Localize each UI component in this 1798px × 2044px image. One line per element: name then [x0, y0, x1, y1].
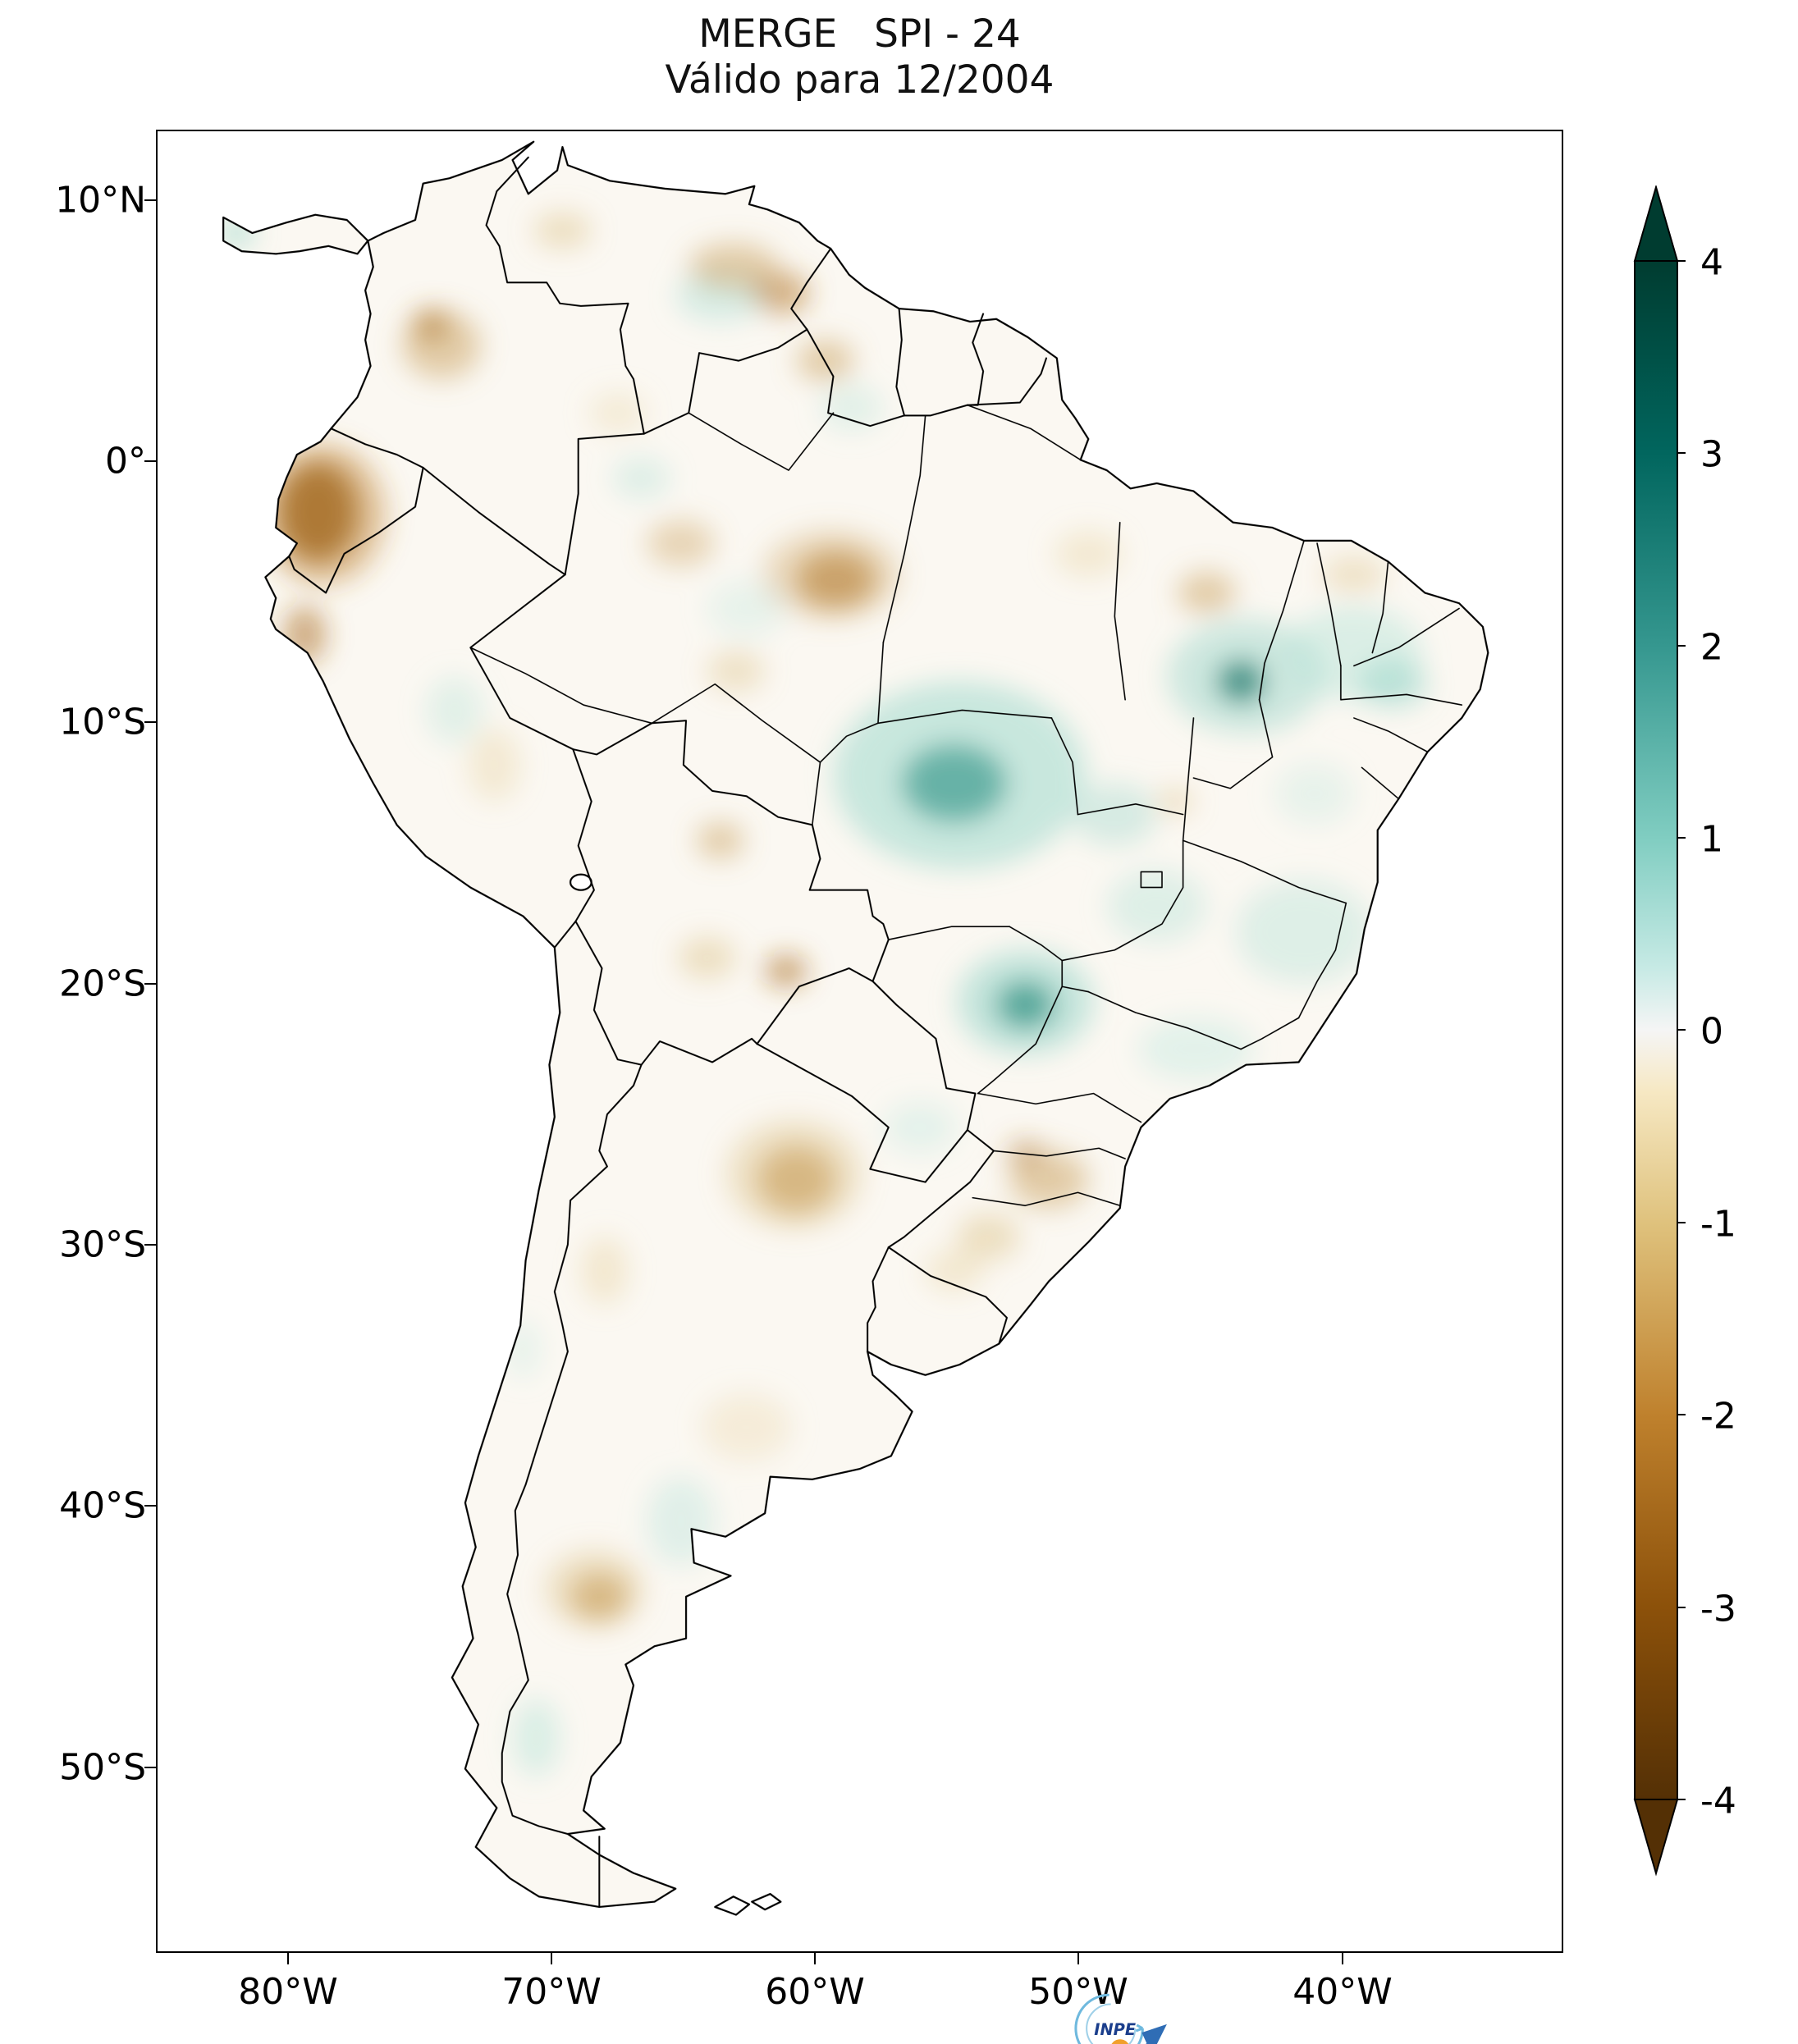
- ytick-mark: [144, 1505, 156, 1507]
- xtick-mark: [551, 1953, 552, 1964]
- ytick-mark: [144, 1244, 156, 1246]
- xtick-mark: [287, 1953, 289, 1964]
- ytick-20s: 20°S: [59, 963, 146, 1005]
- coastline: [223, 142, 1488, 1915]
- xtick-70w: 70°W: [501, 1971, 602, 2013]
- cb-label-1: 1: [1700, 818, 1723, 861]
- xtick-mark: [1077, 1953, 1079, 1964]
- ytick-10n: 10°N: [55, 179, 146, 222]
- cb-label-m4: -4: [1700, 1780, 1736, 1822]
- colorbar-svg: [1633, 184, 1686, 1877]
- xtick-40w: 40°W: [1292, 1971, 1393, 2013]
- ytick-50s: 50°S: [59, 1746, 146, 1789]
- map-svg: [158, 131, 1562, 1951]
- cb-label-m1: -1: [1700, 1203, 1736, 1246]
- xtick-50w: 50°W: [1028, 1971, 1128, 2013]
- ytick-mark: [144, 1767, 156, 1768]
- state-borders: [470, 405, 1462, 1206]
- title-block: MERGE SPI - 24 Válido para 12/2004: [156, 11, 1563, 103]
- ytick-mark: [144, 983, 156, 985]
- xtick-80w: 80°W: [238, 1971, 338, 2013]
- cb-label-3: 3: [1700, 433, 1723, 476]
- inpe-logo-graphic: INPE: [1074, 1993, 1167, 2044]
- ytick-30s: 30°S: [59, 1223, 146, 1266]
- xtick-mark: [814, 1953, 816, 1964]
- cb-label-0: 0: [1700, 1010, 1723, 1053]
- colorbar: [1633, 184, 1690, 1877]
- map-title: MERGE SPI - 24: [698, 11, 1021, 57]
- cb-label-4: 4: [1700, 241, 1723, 284]
- inpe-logo: INPE: [1070, 1982, 1182, 2044]
- cb-label-2: 2: [1700, 626, 1723, 669]
- colorbar-ticks: [1677, 260, 1686, 1800]
- inpe-logo-text: INPE: [1094, 2020, 1136, 2039]
- ytick-mark: [144, 460, 156, 462]
- xtick-60w: 60°W: [765, 1971, 865, 2013]
- ytick-10s: 10°S: [59, 701, 146, 743]
- map-subtitle: Válido para 12/2004: [665, 57, 1055, 103]
- xtick-mark: [1342, 1953, 1343, 1964]
- south-america-map: INPE: [156, 130, 1563, 2044]
- ytick-40s: 40°S: [59, 1484, 146, 1527]
- ytick-mark: [144, 721, 156, 723]
- cb-label-m3: -3: [1700, 1588, 1736, 1630]
- ytick-0: 0°: [105, 440, 146, 482]
- ytick-mark: [144, 199, 156, 201]
- country-borders: [289, 158, 1046, 1907]
- cb-label-m2: -2: [1700, 1395, 1736, 1438]
